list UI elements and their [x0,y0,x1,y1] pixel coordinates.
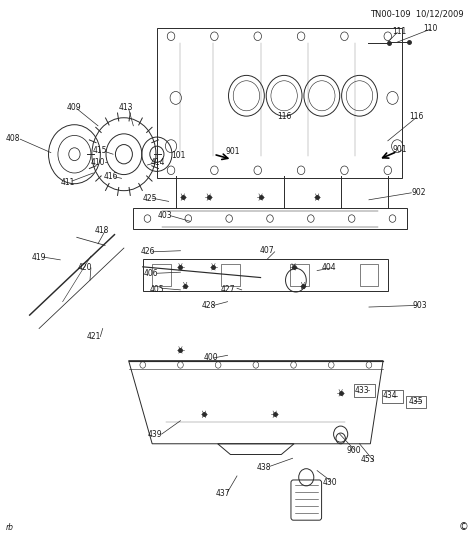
Text: 410: 410 [91,158,105,167]
Text: 404: 404 [321,264,336,272]
Text: 903: 903 [412,301,427,310]
Text: 415: 415 [93,146,108,155]
Text: 405: 405 [150,285,164,294]
Text: 425: 425 [143,194,157,203]
Text: 418: 418 [95,226,109,236]
Text: 437: 437 [216,489,230,497]
Text: 435: 435 [409,397,423,406]
Text: 438: 438 [257,464,272,472]
Text: 407: 407 [259,246,274,255]
Text: 902: 902 [411,188,426,197]
Text: 428: 428 [201,301,216,310]
Text: 409: 409 [67,102,82,112]
Text: 414: 414 [151,158,165,167]
Text: 421: 421 [87,332,101,341]
Text: 430: 430 [323,478,337,487]
Text: TN00-109  10/12/2009: TN00-109 10/12/2009 [370,9,463,18]
Text: rb: rb [6,523,14,532]
Text: 426: 426 [140,247,155,257]
Text: 111: 111 [392,27,406,36]
Text: 408: 408 [6,134,20,143]
Text: 116: 116 [409,112,423,121]
Text: 439: 439 [147,430,162,439]
Text: 110: 110 [423,24,438,33]
Text: 900: 900 [346,446,361,455]
Text: 416: 416 [103,172,118,181]
Text: 420: 420 [78,264,92,272]
Text: 419: 419 [32,253,46,261]
Text: 434: 434 [383,391,398,400]
Text: 406: 406 [144,269,158,278]
Text: 413: 413 [119,102,134,112]
Text: 411: 411 [61,177,75,186]
Text: 453: 453 [361,455,375,465]
Text: ©: © [458,522,468,532]
Text: 101: 101 [171,151,185,160]
Text: 403: 403 [158,211,173,220]
Text: 400: 400 [204,354,219,362]
Text: 901: 901 [225,147,239,156]
Text: 427: 427 [220,285,235,294]
Text: 901: 901 [392,146,407,154]
Text: 433: 433 [355,385,369,395]
Text: 116: 116 [277,112,292,121]
